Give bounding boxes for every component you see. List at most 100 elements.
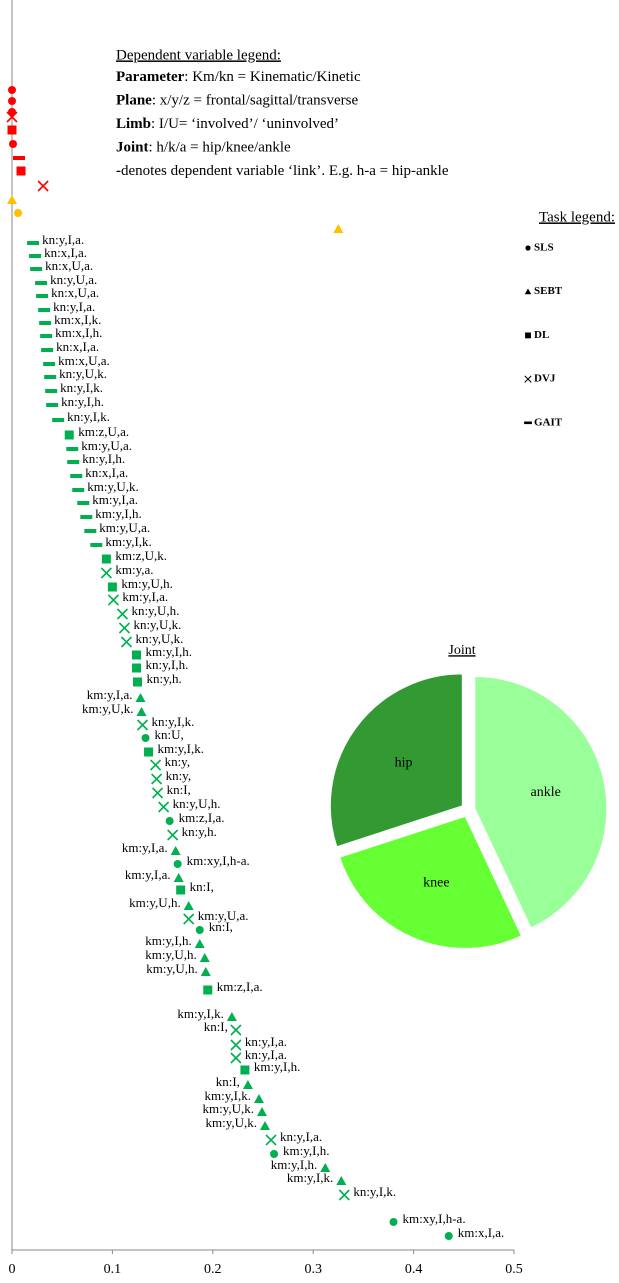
- pie-title: Joint: [448, 643, 475, 658]
- marker-cross: [107, 594, 119, 606]
- point-label: km:y,I,k.: [177, 1006, 223, 1021]
- point-label: kn:y,I,a.: [245, 1047, 287, 1062]
- x-tick-label: 0: [9, 1262, 16, 1277]
- point-label: km:y,U,h.: [121, 576, 173, 591]
- point-label: kn:y,I,k.: [353, 1184, 396, 1199]
- marker-triangle: [524, 288, 532, 295]
- legend-title: Dependent variable legend:: [116, 47, 281, 63]
- point-label: km:xy,I,h-a.: [187, 853, 250, 868]
- task-legend-item: SLS: [534, 242, 554, 254]
- marker-square: [107, 582, 117, 592]
- point-label: km:y,I,h.: [254, 1059, 300, 1074]
- point-label: km:y,I,a.: [122, 589, 168, 604]
- marker-dash: [43, 362, 56, 366]
- marker-triangle: [256, 1107, 267, 1116]
- marker-dash: [44, 375, 57, 379]
- marker-circle: [141, 734, 150, 742]
- legend-term: Joint: [116, 140, 149, 156]
- point-label: kn:y,: [166, 768, 192, 783]
- point-label: km:y,I,a.: [122, 840, 168, 855]
- marker-cross: [6, 111, 18, 123]
- x-tick-label: 0.1: [104, 1262, 122, 1277]
- marker-cross: [150, 759, 162, 771]
- point-label: kn:I,: [190, 879, 214, 894]
- marker-square: [203, 985, 213, 995]
- point-label: km:x,I,k.: [54, 312, 101, 327]
- marker-circle: [9, 140, 18, 148]
- task-legend-title: Task legend:: [539, 209, 615, 225]
- marker-triangle: [136, 707, 147, 716]
- point-label: km:z,I,a.: [179, 810, 225, 825]
- marker-square: [7, 125, 17, 135]
- point-label: km:y,U,k.: [87, 479, 139, 494]
- point-label: km:y,U,k.: [82, 701, 134, 716]
- marker-triangle: [183, 901, 194, 910]
- marker-cross: [116, 608, 129, 620]
- legend-term: Parameter: [116, 69, 185, 85]
- point-label: km:y,I,h.: [145, 644, 191, 659]
- pie-label: hip: [395, 755, 413, 770]
- point-label: km:y,I,a.: [87, 687, 133, 702]
- x-tick-label: 0.4: [405, 1262, 423, 1277]
- marker-circle: [8, 97, 16, 105]
- pie-slice: [474, 675, 608, 929]
- marker-cross: [265, 1134, 277, 1146]
- marker-circle: [444, 1232, 453, 1240]
- point-label: km:y,I,k.: [105, 534, 151, 549]
- marker-circle: [195, 926, 204, 934]
- marker-circle: [165, 817, 174, 825]
- marker-cross: [183, 913, 195, 925]
- task-legend-item: DL: [534, 329, 549, 341]
- marker-cross: [37, 180, 49, 192]
- point-label: km:z,U,a.: [78, 424, 129, 439]
- pie-label: ankle: [531, 785, 561, 800]
- point-label: kn:I,: [167, 782, 191, 797]
- marker-triangle: [226, 1012, 237, 1021]
- point-label: km:y,U,a.: [81, 438, 132, 453]
- legend-line: Limb: I/U= ‘involved’/ ‘uninvolved’: [116, 116, 339, 132]
- marker-circle: [270, 1150, 279, 1158]
- point-label: kn:U,: [155, 727, 184, 742]
- marker-dash: [27, 241, 40, 245]
- legend-text: : h/k/a = hip/knee/ankle: [149, 140, 292, 156]
- point-label: kn:y,I,a.: [280, 1129, 322, 1144]
- point-label: kn:x,U,a.: [45, 258, 93, 273]
- pie-slice: [329, 673, 463, 848]
- point-label: km:x,I,h.: [55, 325, 102, 340]
- marker-square: [16, 166, 26, 176]
- marker-dash: [29, 254, 42, 258]
- point-label: km:y,I,h.: [95, 506, 141, 521]
- point-label: kn:y,h.: [182, 824, 217, 839]
- marker-dash: [90, 543, 103, 547]
- point-label: km:xy,I,h-a.: [403, 1211, 466, 1226]
- marker-circle: [173, 860, 182, 868]
- pie-slice: [339, 815, 523, 949]
- point-label: km:y,U,a.: [198, 908, 249, 923]
- point-label: km:y,I,h.: [283, 1143, 329, 1158]
- marker-cross: [524, 375, 532, 383]
- point-label: kn:y,U,k.: [135, 631, 183, 646]
- marker-dash: [40, 334, 53, 338]
- marker-circle: [8, 86, 16, 94]
- marker-square: [176, 885, 186, 895]
- point-label: kn:y,I,k.: [60, 380, 103, 395]
- marker-dash: [70, 474, 83, 478]
- marker-triangle: [173, 873, 184, 882]
- marker-dash: [524, 421, 532, 425]
- marker-triangle: [200, 967, 211, 976]
- point-label: kn:y,h.: [147, 671, 182, 686]
- marker-cross: [338, 1189, 350, 1201]
- point-label: kn:I,: [204, 1019, 228, 1034]
- legend-term: Plane: [116, 93, 152, 109]
- marker-triangle: [253, 1094, 264, 1103]
- marker-square: [131, 650, 141, 660]
- marker-triangle: [7, 195, 17, 204]
- marker-square: [131, 663, 141, 673]
- point-label: km:x,U,a.: [58, 353, 110, 368]
- point-label: kn:y,I,h.: [82, 451, 125, 466]
- point-label: km:y,a.: [115, 562, 153, 577]
- legend-line: Plane: x/y/z = frontal/sagittal/transver…: [116, 93, 359, 109]
- point-label: kn:y,U,h.: [131, 603, 179, 618]
- point-label: km:z,I,a.: [217, 979, 263, 994]
- point-label: km:z,U,k.: [115, 548, 167, 563]
